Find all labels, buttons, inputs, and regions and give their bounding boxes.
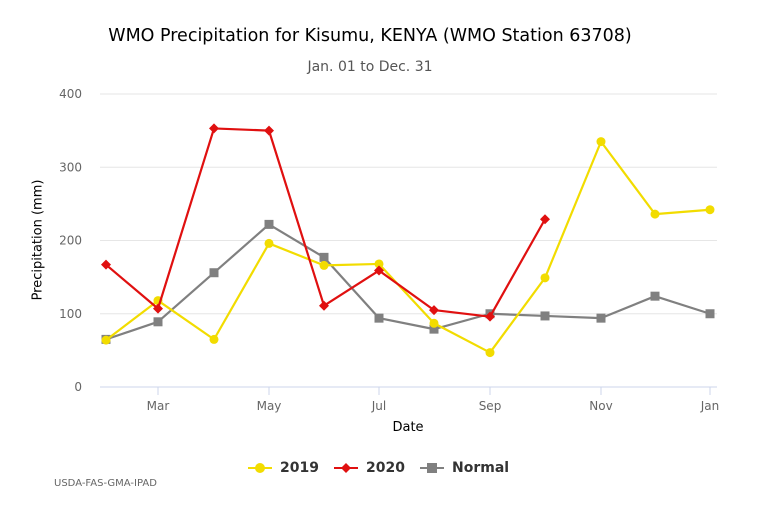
legend-label: 2019 [280,460,319,476]
x-tick-label: Mar [147,399,170,413]
legend-item-2019[interactable]: 2019 [248,460,319,476]
series-line-2020 [105,127,546,318]
y-tick-label: 0 [74,380,82,394]
x-tick-label: Sep [479,399,502,413]
data-point-2019 [319,260,329,270]
legend-marker-circle [248,463,272,473]
data-point-normal [596,313,606,323]
data-point-2019 [264,238,274,248]
data-point-2019 [374,259,384,269]
credit-text: USDA-FAS-GMA-IPAD [54,478,157,489]
data-point-2020 [374,265,384,276]
legend-label: Normal [452,460,510,476]
data-point-2020 [485,311,495,322]
series-line-2019 [105,140,711,354]
y-tick-label: 100 [59,307,82,321]
x-axis-label: Date [392,420,424,435]
legend-marker-square [420,463,444,473]
y-tick-label: 300 [59,160,82,174]
y-tick-label: 200 [59,234,82,248]
chart-title: WMO Precipitation for Kisumu, KENYA (WMO… [108,26,632,46]
data-point-2019 [485,348,495,358]
data-point-2020 [429,305,439,316]
data-point-2019 [101,335,111,345]
y-tick-label: 400 [59,87,82,101]
legend-item-2020[interactable]: 2020 [334,460,405,476]
x-tick-label: Nov [589,399,612,413]
data-point-2020 [319,300,329,311]
data-point-normal [153,317,163,327]
data-point-2020 [101,259,111,270]
x-tick-label: Jan [700,399,720,413]
data-point-normal [209,268,219,278]
x-tick-label: Jul [371,399,386,413]
data-point-2019 [429,318,439,328]
data-point-2020 [153,303,163,314]
data-point-normal [319,252,329,262]
data-point-2020 [540,214,550,225]
data-point-normal [264,219,274,229]
data-point-normal [540,311,550,321]
data-point-2019 [705,205,715,215]
legend: 2019 2020 Normal [0,460,765,482]
data-point-2019 [650,209,660,219]
chart-subtitle: Jan. 01 to Dec. 31 [307,59,433,75]
data-point-normal [705,309,715,319]
data-point-2019 [209,334,219,344]
data-point-2020 [264,125,274,136]
data-point-normal [374,313,384,323]
data-point-2020 [209,123,219,134]
data-point-2019 [596,137,606,147]
data-point-2019 [540,273,550,283]
x-tick-label: May [257,399,282,413]
series-line-normal [105,223,711,341]
legend-label: 2020 [366,460,405,476]
data-point-normal [650,291,660,301]
data-point-normal [429,324,439,334]
legend-item-normal[interactable]: Normal [420,460,509,476]
legend-marker-diamond [334,463,358,473]
